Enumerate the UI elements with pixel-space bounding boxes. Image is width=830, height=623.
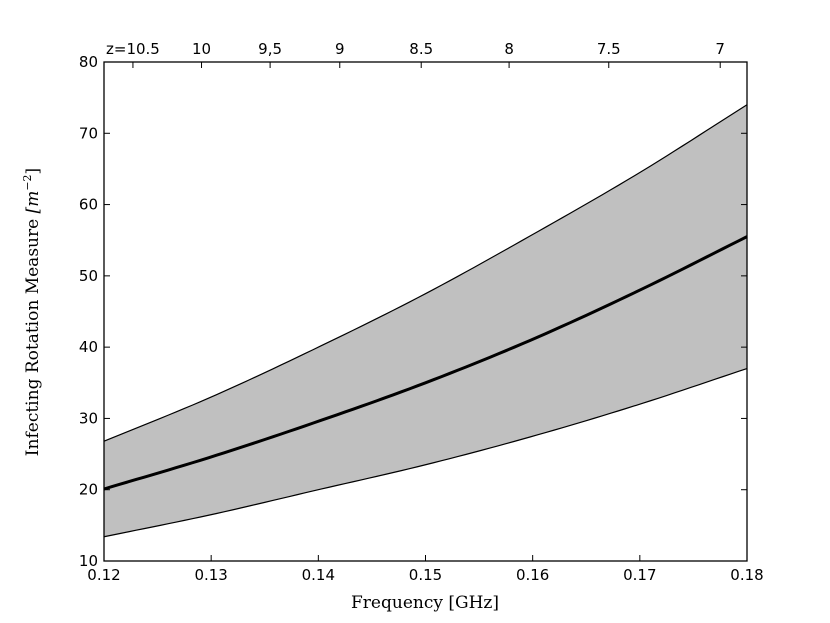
top-tick-label: 9 <box>335 40 345 58</box>
uncertainty-band <box>104 104 747 537</box>
y-tick-label: 50 <box>79 267 98 285</box>
upper-bound-line <box>103 104 748 442</box>
y-tick-label: 30 <box>79 409 98 427</box>
median-line <box>103 235 748 491</box>
x-axis-label: Frequency [GHz] <box>351 593 499 613</box>
top-tick-label: 7 <box>715 40 725 58</box>
plot-area <box>103 104 748 538</box>
y-tick-label: 70 <box>79 124 98 142</box>
x-tick-label: 0.15 <box>409 566 442 584</box>
y-tick-label: 20 <box>79 481 98 499</box>
y-axis-label: Infecting Rotation Measure [m−2] <box>21 168 43 456</box>
x-tick-label: 0.14 <box>302 566 335 584</box>
y-tick-label: 60 <box>79 196 98 214</box>
x-tick-label: 0.13 <box>194 566 227 584</box>
top-tick-label: 8.5 <box>409 40 433 58</box>
y-tick-label: 40 <box>79 338 98 356</box>
plot-frame <box>103 61 748 562</box>
y-tick-label: 80 <box>79 53 98 71</box>
top-tick-label: 8 <box>504 40 514 58</box>
top-tick-label: 9,5 <box>258 40 282 58</box>
x-tick-label: 0.16 <box>516 566 549 584</box>
y-tick-label: 10 <box>79 552 98 570</box>
y-axis-label-text: Infecting Rotation Measure <box>23 213 43 456</box>
top-tick-label: z=10.5 <box>106 40 160 58</box>
top-tick-label: 10 <box>192 40 211 58</box>
y-axis-label-math: [m <box>23 191 43 214</box>
y-axis-label-exponent: −2 <box>21 174 34 190</box>
x-tick-label: 0.17 <box>623 566 656 584</box>
y-axis-label-close: ] <box>23 168 43 175</box>
x-tick-label: 0.12 <box>87 566 120 584</box>
lower-bound-line <box>103 367 748 538</box>
x-tick-label: 0.18 <box>730 566 763 584</box>
axes-ticks: 0.12 0.13 0.14 0.15 0.16 0.17 0.18 10 20 30 40 50 60… <box>79 40 764 584</box>
top-tick-label: 7.5 <box>597 40 621 58</box>
